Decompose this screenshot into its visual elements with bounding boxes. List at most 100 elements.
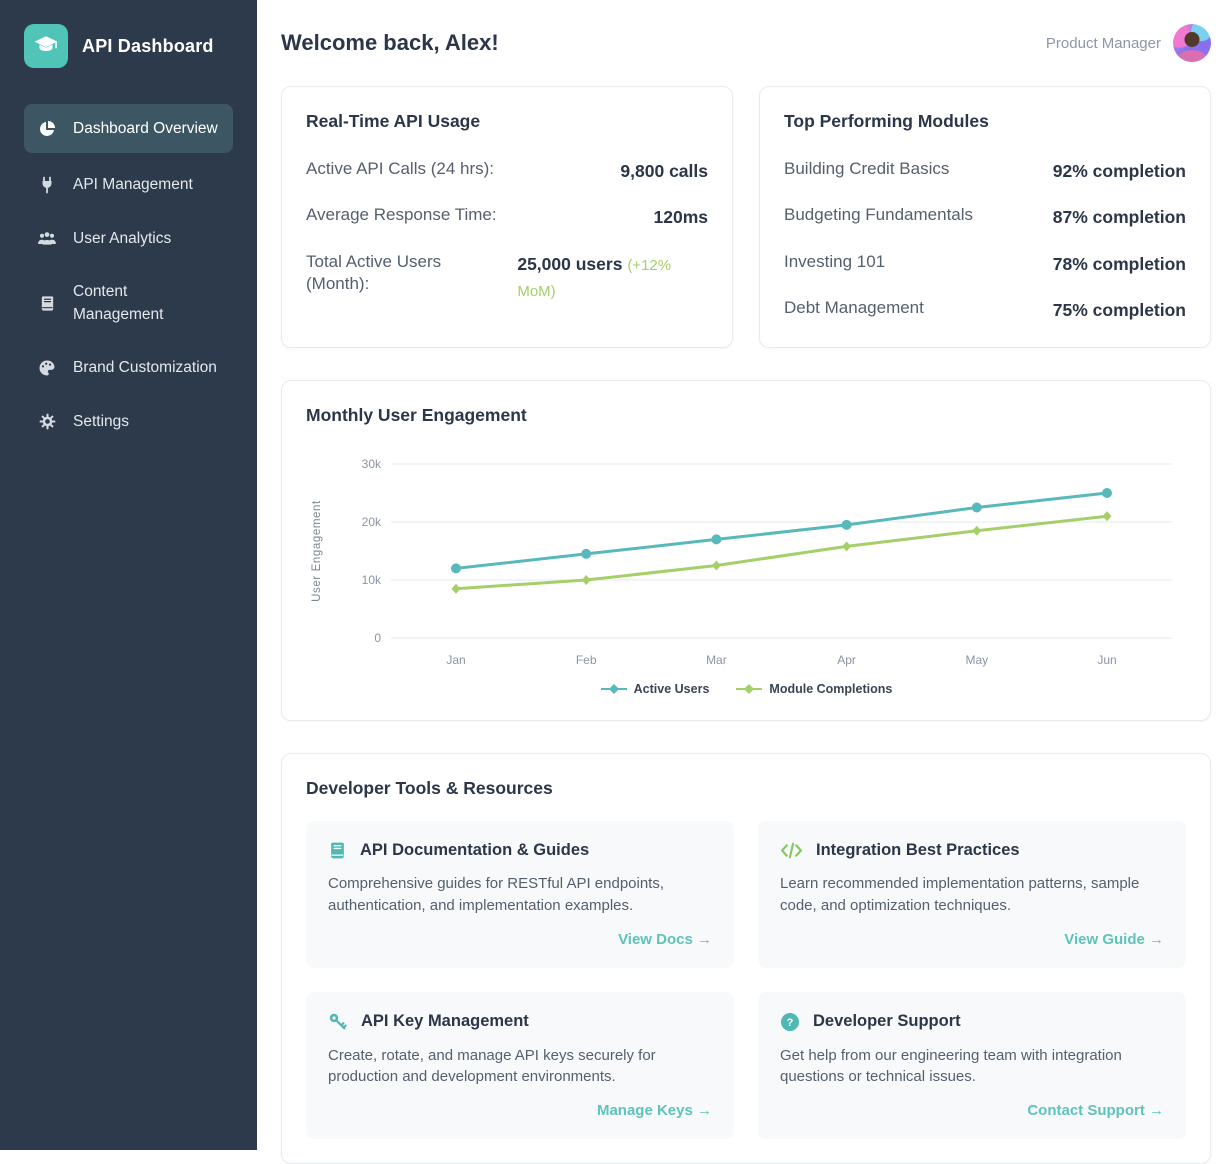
contact-support-link[interactable]: Contact Support → [1027,1102,1164,1119]
top-modules-card: Top Performing Modules Building Credit B… [759,86,1211,348]
code-icon [780,842,803,859]
stats-row: Real-Time API Usage Active API Calls (24… [281,86,1211,348]
tool-head: API Documentation & Guides [328,841,712,860]
app-logo-row: API Dashboard [24,24,233,68]
svg-text:Feb: Feb [576,653,597,667]
sidebar-item-content-management[interactable]: Content Management [24,270,233,337]
chart-title: Monthly User Engagement [306,405,527,425]
engagement-chart: 0 10k 20k 30k Jan Feb Mar Apr May Jun User Engagem… [311,457,1172,667]
view-docs-link[interactable]: View Docs → [618,930,712,948]
sidebar-item-label: User Analytics [73,229,172,247]
stat-row-response-time: Average Response Time: 120ms [306,204,708,230]
tool-card-support: ? Developer Support Get help from our en… [758,991,1186,1139]
tool-title: API Documentation & Guides [360,841,590,859]
svg-text:Jan: Jan [446,653,465,667]
svg-text:Jun: Jun [1097,653,1116,667]
tool-head: API Key Management [328,1012,712,1032]
graduation-cap-icon [34,36,58,51]
tool-description: Learn recommended implementation pattern… [780,875,1140,914]
dev-tools-title: Developer Tools & Resources [306,778,553,798]
book-icon [36,295,58,312]
module-completion: 75% completion [1052,299,1186,320]
svg-text:20k: 20k [362,515,382,529]
tool-description: Create, rotate, and manage API keys secu… [328,1046,656,1086]
stat-label: Active API Calls (24 hrs): [306,159,495,178]
main-content: Welcome back, Alex! Product Manager Real… [257,0,1232,1164]
page-header: Welcome back, Alex! Product Manager [281,24,1211,62]
module-name: Investing 101 [784,251,886,271]
module-row: Budgeting Fundamentals 87% completion [784,204,1186,230]
tool-card-api-docs: API Documentation & Guides Comprehensive… [306,821,734,968]
header-user-area: Product Manager [1046,24,1211,62]
sidebar-item-label: Brand Customization [73,359,217,377]
stat-row-api-calls: Active API Calls (24 hrs): 9,800 calls [306,158,708,184]
stat-value: 9,800 calls [620,161,708,181]
tool-card-integration: Integration Best Practices Learn recomme… [758,821,1186,968]
module-name: Debt Management [784,297,924,317]
stat-label: Average Response Time: [306,205,497,225]
help-circle-icon: ? [780,1012,800,1032]
sidebar-item-label: Content Management [73,282,164,323]
svg-text:Apr: Apr [837,653,856,667]
legend-item-active-users[interactable]: Active Users [600,682,710,696]
svg-text:0: 0 [374,631,381,645]
module-completion: 92% completion [1052,161,1186,181]
sidebar-item-label: Dashboard Overview [73,120,218,137]
api-usage-title: Real-Time API Usage [306,111,481,131]
tool-head: Integration Best Practices [780,841,1164,860]
pie-chart-icon [36,120,58,138]
svg-text:?: ? [787,1017,794,1029]
tool-head: ? Developer Support [780,1012,1164,1032]
plug-icon [36,176,58,194]
users-icon [36,229,58,247]
sidebar-item-dashboard-overview[interactable]: Dashboard Overview [24,104,233,154]
engagement-chart-card: Monthly User Engagement 0 10k 20k 30k Jan Feb… [281,380,1211,721]
api-usage-card: Real-Time API Usage Active API Calls (24… [281,86,733,348]
tool-title: Integration Best Practices [816,841,1020,859]
dev-tools-card: Developer Tools & Resources API Document… [281,753,1211,1164]
avatar[interactable] [1173,24,1211,62]
svg-text:May: May [965,653,988,667]
legend-marker-active-users [600,684,627,694]
stat-growth-note: (+12% MoM) [517,256,672,301]
book-icon [328,841,347,860]
module-name: Budgeting Fundamentals [784,205,974,225]
view-guide-link[interactable]: View Guide → [1064,930,1164,948]
sidebar-item-label: API Management [73,176,193,194]
sidebar-nav: Dashboard Overview API Management [24,104,233,443]
sidebar-item-settings[interactable]: Settings [24,400,233,443]
tool-card-api-keys: API Key Management Create, rotate, and m… [306,991,734,1139]
sidebar-item-user-analytics[interactable]: User Analytics [24,217,233,260]
sidebar-item-brand-customization[interactable]: Brand Customization [24,346,233,389]
module-name: Building Credit Basics [784,159,950,178]
sidebar: API Dashboard Dashboard Overview API Man… [0,0,257,1150]
stat-label: Total Active Users (Month): [306,251,442,294]
legend-marker-module-completions [736,684,763,694]
legend-label: Module Completions [769,682,893,696]
module-row: Investing 101 78% completion [784,251,1186,277]
key-icon [328,1012,348,1032]
module-row: Debt Management 75% completion [784,297,1186,323]
legend-item-module-completions[interactable]: Module Completions [735,682,892,696]
user-role-label: Product Manager [1045,34,1161,52]
svg-text:30k: 30k [362,457,382,471]
manage-keys-link[interactable]: Manage Keys → [596,1102,712,1119]
svg-text:User Engagement: User Engagement [311,500,323,602]
tool-description: Comprehensive guides for RESTful API end… [328,875,665,914]
svg-text:Mar: Mar [706,653,727,667]
dev-tools-grid: API Documentation & Guides Comprehensive… [306,821,1186,1139]
module-row: Building Credit Basics 92% completion [784,158,1186,184]
stat-row-active-users: Total Active Users (Month): 25,000 users… [306,251,708,304]
tool-title: API Key Management [361,1012,529,1030]
sidebar-item-api-management[interactable]: API Management [24,163,233,206]
legend-label: Active Users [633,682,710,696]
sidebar-item-label: Settings [73,412,130,430]
module-completion: 78% completion [1052,253,1186,274]
app-logo [24,24,68,68]
page-title: Welcome back, Alex! [281,30,499,55]
gear-icon [36,413,58,430]
svg-text:10k: 10k [362,573,382,587]
chart-legend: Active Users Module Completions [306,682,1186,696]
palette-icon [36,359,58,377]
tool-title: Developer Support [813,1012,961,1030]
